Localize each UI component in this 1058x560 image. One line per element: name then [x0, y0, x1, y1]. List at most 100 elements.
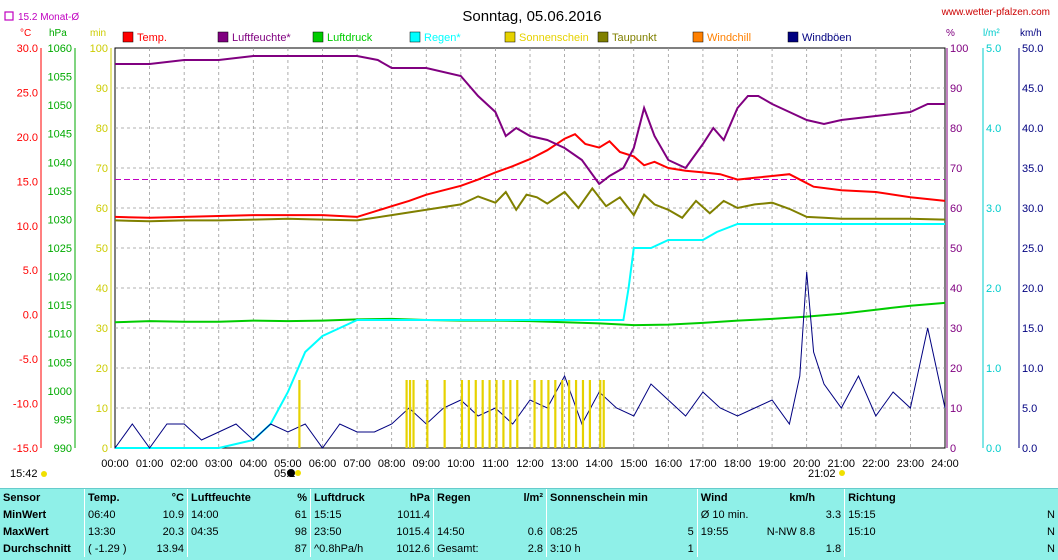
y-tick-label-temp_c: -5.0	[19, 354, 38, 366]
x-tick-label: 18:00	[724, 458, 752, 470]
cell: Gesamt:	[433, 540, 500, 557]
y-tick-label-humidity_pct: 0	[950, 443, 956, 455]
sunshine-bar	[533, 380, 536, 448]
sunshine-bar	[561, 380, 564, 448]
y-tick-label-pressure_hpa: 1005	[48, 357, 72, 369]
y-tick-label-temp_c: 20.0	[17, 132, 38, 144]
y-tick-label-humidity_pct: 30	[950, 323, 962, 335]
hdr-direction: Richtung	[844, 489, 922, 506]
sun-icon	[41, 471, 47, 477]
legend-swatch	[122, 31, 134, 43]
x-tick-label: 06:00	[309, 458, 337, 470]
y-tick-label-pressure_hpa: 1045	[48, 129, 72, 141]
y-tick-label-humidity_pct: 60	[950, 203, 962, 215]
hdr-direction-val	[921, 489, 1058, 506]
y-tick-label-sun_min: 0	[102, 443, 108, 455]
sunshine-bar	[405, 380, 408, 448]
sunshine-bar	[588, 380, 591, 448]
y-tick-label-wind_kmh: 5.0	[1022, 403, 1037, 415]
y-tick-label-temp_c: 10.0	[17, 221, 38, 233]
sunshine-bar	[481, 380, 484, 448]
cell: 13.94	[156, 542, 184, 555]
cell: N	[1047, 508, 1055, 521]
cell: 1.8	[825, 542, 842, 555]
summary-row-avg: Durchschnitt ( -1.29 ) 13.94 87 ^0.8hPa/…	[0, 540, 1058, 557]
x-tick-label: 12:00	[516, 458, 544, 470]
y-tick-label-pressure_hpa: 990	[54, 443, 72, 455]
cell	[545, 506, 651, 523]
y-tick-label-wind_kmh: 45.0	[1022, 83, 1043, 95]
unit-rain: l/m²	[983, 28, 1000, 39]
x-tick-label: 22:00	[862, 458, 890, 470]
sunset-label: 21:02	[808, 468, 836, 480]
x-tick-label: 02:00	[170, 458, 198, 470]
sunshine-bar	[467, 380, 470, 448]
cell	[433, 506, 500, 523]
y-tick-label-pressure_hpa: 1025	[48, 243, 72, 255]
cell	[764, 540, 818, 557]
y-tick-label-pressure_hpa: 995	[54, 414, 72, 426]
cell: 1011.4	[397, 508, 430, 521]
legend-swatch	[597, 31, 609, 43]
hdr-pressure: Luftdruck	[310, 489, 377, 506]
moon-icon	[287, 469, 295, 477]
y-tick-label-sun_min: 40	[96, 283, 108, 295]
cell: 0.6	[527, 525, 543, 538]
y-tick-label-wind_kmh: 0.0	[1022, 443, 1037, 455]
x-tick-label: 17:00	[689, 458, 717, 470]
y-tick-label-pressure_hpa: 1015	[48, 300, 72, 312]
y-tick-label-pressure_hpa: 1010	[48, 329, 72, 341]
y-tick-label-humidity_pct: 10	[950, 403, 962, 415]
y-tick-label-sun_min: 50	[96, 243, 108, 255]
y-tick-label-pressure_hpa: 1060	[48, 43, 72, 55]
legend-label: Windböen	[802, 32, 852, 44]
cell: 13:30	[84, 523, 141, 540]
y-tick-label-temp_c: -15.0	[13, 443, 38, 455]
sunshine-bar	[488, 380, 491, 448]
y-tick-label-pressure_hpa: 1020	[48, 272, 72, 284]
y-tick-label-humidity_pct: 100	[950, 43, 968, 55]
sunshine-bar	[408, 380, 412, 448]
sunshine-bar	[298, 380, 301, 448]
cell: Durchschnitt	[3, 542, 71, 555]
hdr-humidity: Luftfeuchte	[187, 489, 264, 506]
y-tick-label-rain_lm2: 5.0	[986, 43, 1001, 55]
y-tick-label-temp_c: 0.0	[23, 310, 38, 322]
unit-pressure: hPa	[49, 28, 67, 39]
cell: 15:15	[844, 506, 922, 523]
legend-label: Sonnenschein	[519, 32, 589, 44]
unit-sun: min	[90, 28, 106, 39]
unit-wind: km/h	[1020, 28, 1042, 39]
summary-table: Sensor Temp. °C Luftfeuchte % Luftdruck …	[0, 488, 1058, 560]
unit-temp: °C	[20, 28, 31, 39]
hdr-rain-unit: l/m²	[523, 491, 543, 504]
cell: 15:10	[844, 523, 922, 540]
cell	[764, 506, 818, 523]
y-tick-label-rain_lm2: 0.0	[986, 443, 1001, 455]
y-tick-label-humidity_pct: 90	[950, 83, 962, 95]
sunshine-bar	[443, 380, 446, 448]
y-tick-label-wind_kmh: 25.0	[1022, 243, 1043, 255]
y-tick-label-pressure_hpa: 1055	[48, 72, 72, 84]
y-tick-label-sun_min: 80	[96, 123, 108, 135]
sunshine-bar	[599, 380, 602, 448]
left-time-label: 15:42	[10, 468, 38, 480]
y-tick-label-rain_lm2: 1.0	[986, 363, 1001, 375]
y-tick-label-temp_c: 25.0	[17, 87, 38, 99]
cell	[187, 540, 264, 557]
y-tick-label-pressure_hpa: 1030	[48, 214, 72, 226]
x-tick-label: 23:00	[897, 458, 925, 470]
legend-label: Luftdruck	[327, 32, 373, 44]
sunshine-bar	[474, 380, 477, 448]
legend-label: Windchill	[707, 32, 751, 44]
cell	[818, 523, 845, 540]
y-tick-label-wind_kmh: 15.0	[1022, 323, 1043, 335]
y-tick-label-temp_c: -10.0	[13, 399, 38, 411]
cell: 3:10 h	[545, 540, 651, 557]
weather-chart: 00:00 01:00 02:00 03:00 04:00 05:00 06:00 07:00…	[4, 7, 1050, 480]
cell: 1015.4	[396, 525, 430, 538]
hdr-pressure-unit: hPa	[409, 491, 430, 504]
y-tick-label-temp_c: 15.0	[17, 176, 38, 188]
x-tick-label: 20:00	[793, 458, 821, 470]
y-tick-label-sun_min: 100	[90, 43, 108, 55]
